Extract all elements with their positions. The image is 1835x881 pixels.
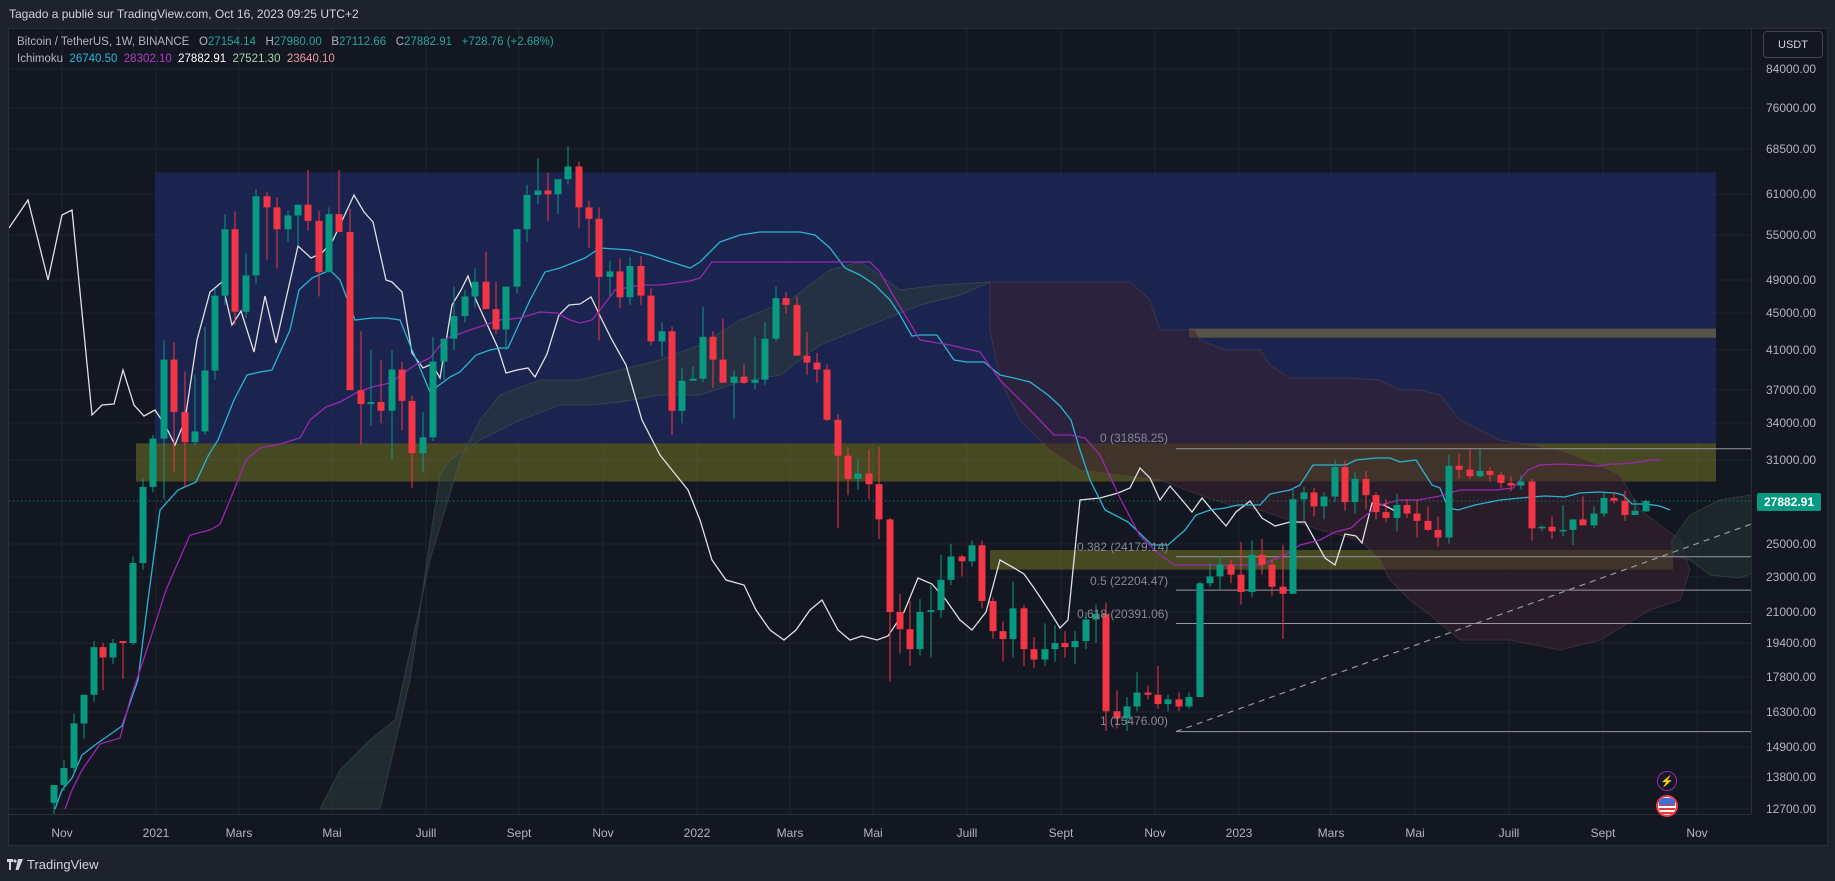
ichimoku-kijun-value: 28302.10 xyxy=(123,53,172,65)
price-tick: 13800.00 xyxy=(1766,770,1817,784)
us-flag-event-icon[interactable] xyxy=(1656,795,1678,817)
ichimoku-chikou-value: 27882.91 xyxy=(178,53,227,65)
time-tick: Nov xyxy=(592,826,614,840)
chart-plot-area[interactable] xyxy=(9,29,1751,814)
time-tick: Sept xyxy=(1048,826,1074,840)
symbol-name: Bitcoin / TetherUS, 1W, BINANCE xyxy=(17,36,190,48)
price-tick: 21000.00 xyxy=(1766,605,1817,619)
fib-level-0618-label[interactable]: 0.618 (20391.06) xyxy=(1077,607,1169,621)
price-tick: 12700.00 xyxy=(1766,802,1817,816)
time-tick: 2023 xyxy=(1225,826,1253,840)
price-tick: 84000.00 xyxy=(1766,62,1817,76)
price-tick: 19400.00 xyxy=(1766,636,1817,650)
chart-legend: Bitcoin / TetherUS, 1W, BINANCE O27154.1… xyxy=(17,34,554,68)
time-tick: Mars xyxy=(776,826,804,840)
tradingview-brand: TradingView xyxy=(27,857,99,872)
time-tick: Mai xyxy=(322,826,342,840)
price-tick: 41000.00 xyxy=(1766,343,1817,357)
symbol-legend-row[interactable]: Bitcoin / TetherUS, 1W, BINANCE O27154.1… xyxy=(17,34,554,51)
time-tick: Nov xyxy=(51,826,73,840)
fib-level-0-label[interactable]: 0 (31858.25) xyxy=(1100,431,1169,445)
last-price-tag: 27882.91 xyxy=(1757,493,1821,511)
price-tick: 45000.00 xyxy=(1766,306,1817,320)
time-tick: Mars xyxy=(1317,826,1345,840)
change-value: +728.76 (+2.68%) xyxy=(461,36,554,48)
tradingview-logo-icon xyxy=(7,859,23,870)
time-tick: Juill xyxy=(1498,826,1520,840)
high-value: 27980.00 xyxy=(273,36,322,48)
low-label: B xyxy=(331,36,340,48)
price-tick: 68500.00 xyxy=(1766,142,1817,156)
fib-level-05-label[interactable]: 0.5 (22204.47) xyxy=(1090,574,1169,588)
ichimoku-senkou-a-value: 27521.30 xyxy=(232,53,281,65)
price-chart xyxy=(9,29,1751,814)
open-value: 27154.14 xyxy=(207,36,256,48)
time-tick: Sept xyxy=(1590,826,1616,840)
fib-level-0382-label[interactable]: 0.382 (24179.14) xyxy=(1077,540,1169,554)
low-value: 27112.66 xyxy=(339,36,387,48)
time-tick: Mars xyxy=(225,826,253,840)
time-tick: Sept xyxy=(506,826,532,840)
time-tick: Juill xyxy=(415,826,437,840)
price-tick: 16300.00 xyxy=(1766,705,1817,719)
price-tick: 31000.00 xyxy=(1766,453,1817,467)
price-tick: 37000.00 xyxy=(1766,383,1817,397)
ichimoku-senkou-b-value: 23640.10 xyxy=(286,53,335,65)
indicator-name: Ichimoku xyxy=(17,53,64,65)
time-tick: Nov xyxy=(1144,826,1166,840)
currency-button[interactable]: USDT xyxy=(1763,31,1823,58)
price-tick: 14900.00 xyxy=(1766,740,1817,754)
us-flag-icon xyxy=(1659,798,1675,814)
price-tick: 49000.00 xyxy=(1766,273,1817,287)
time-tick: 2021 xyxy=(142,826,170,840)
tradingview-logo[interactable]: TradingView xyxy=(7,857,99,872)
high-label: H xyxy=(265,36,274,48)
time-axis[interactable] xyxy=(9,814,1751,845)
ichimoku-tenkan-value: 26740.50 xyxy=(69,53,118,65)
ichimoku-legend-row[interactable]: Ichimoku 26740.50 28302.10 27882.91 2752… xyxy=(17,51,554,68)
price-tick: 76000.00 xyxy=(1766,101,1817,115)
publish-info: Tagado a publié sur TradingView.com, Oct… xyxy=(9,7,359,21)
price-tick: 17800.00 xyxy=(1766,670,1817,684)
price-axis[interactable] xyxy=(1751,29,1827,814)
close-label: C xyxy=(395,36,405,48)
time-tick: Mai xyxy=(1405,826,1425,840)
price-tick: 61000.00 xyxy=(1766,187,1817,201)
close-value: 27882.91 xyxy=(404,36,453,48)
time-tick: Nov xyxy=(1686,826,1708,840)
open-label: O xyxy=(198,36,208,48)
time-tick: Juill xyxy=(956,826,978,840)
lightning-event-icon[interactable]: ⚡ xyxy=(1657,771,1677,791)
price-tick: 55000.00 xyxy=(1766,228,1817,242)
footer-bar xyxy=(0,850,1835,881)
time-tick: 2022 xyxy=(683,826,711,840)
time-tick: Mai xyxy=(863,826,883,840)
publish-header: Tagado a publié sur TradingView.com, Oct… xyxy=(0,0,1835,28)
price-tick: 34000.00 xyxy=(1766,416,1817,430)
fib-level-1-label[interactable]: 1 (15476.00) xyxy=(1100,714,1169,728)
price-tick: 23000.00 xyxy=(1766,570,1817,584)
price-tick: 25000.00 xyxy=(1766,537,1817,551)
